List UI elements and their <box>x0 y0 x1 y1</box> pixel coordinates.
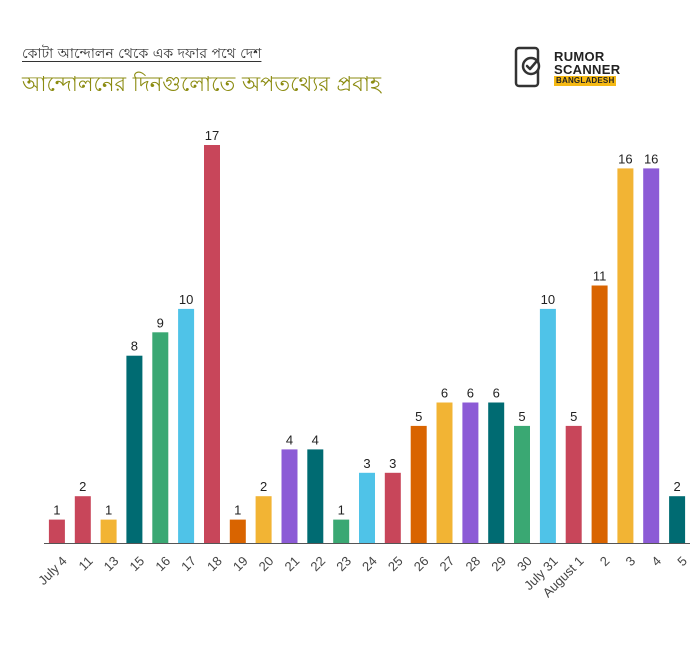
x-tick-label-6: 18 <box>204 553 225 574</box>
x-tick-label-17: 29 <box>488 553 509 574</box>
rumor-scanner-logo: RUMOR SCANNER BANGLADESH <box>514 46 624 90</box>
x-tick-label-24: 5 <box>674 553 690 569</box>
bar-21 <box>591 285 608 543</box>
x-tick-label-1: 11 <box>76 553 96 573</box>
bar-12 <box>359 472 375 543</box>
data-label-14: 5 <box>415 409 422 424</box>
data-label-22: 16 <box>618 151 632 166</box>
x-tick-label-11: 23 <box>333 553 354 574</box>
chart-title: আন্দোলনের দিনগুলোতে অপতথ্যের প্রবাহ <box>22 72 382 96</box>
bar-18 <box>514 425 530 543</box>
bar-9 <box>281 449 298 543</box>
bar-10 <box>307 449 324 543</box>
x-tick-label-3: 15 <box>126 553 147 574</box>
bar-23 <box>643 168 660 543</box>
data-label-11: 1 <box>338 503 345 518</box>
logo-text-bangladesh: BANGLADESH <box>554 76 617 86</box>
bar-19 <box>539 308 556 543</box>
bar-15 <box>436 402 453 543</box>
x-tick-label-22: 3 <box>623 553 639 569</box>
x-tick-label-14: 26 <box>411 553 432 574</box>
bar-4 <box>152 332 169 543</box>
x-tick-label-10: 22 <box>307 553 328 574</box>
x-axis-ticks: July 4 11 13 15 16 17 18 19 20 21 22 23 24 25 26 27 28 29… <box>35 553 690 600</box>
data-label-8: 2 <box>260 479 267 494</box>
x-tick-label-23: 4 <box>648 553 664 569</box>
data-label-3: 8 <box>131 339 138 354</box>
x-tick-label-5: 17 <box>178 553 199 574</box>
bar-14 <box>410 425 427 543</box>
x-tick-label-21: 2 <box>597 553 613 569</box>
data-label-4: 9 <box>157 315 164 330</box>
data-label-1: 2 <box>79 479 86 494</box>
bar-1 <box>74 496 91 543</box>
data-label-24: 2 <box>673 479 680 494</box>
bar-20 <box>565 425 582 543</box>
x-tick-label-16: 28 <box>462 553 483 574</box>
data-label-0: 1 <box>53 503 60 518</box>
x-tick-label-2: 13 <box>101 553 122 574</box>
data-label-21: 11 <box>593 269 607 284</box>
bar-8 <box>255 496 272 543</box>
bar-2 <box>100 519 117 543</box>
x-tick-label-9: 21 <box>282 553 303 574</box>
data-label-9: 4 <box>286 432 293 447</box>
data-label-2: 1 <box>105 503 112 518</box>
x-tick-label-7: 19 <box>230 553 251 574</box>
data-label-23: 16 <box>644 151 658 166</box>
data-label-12: 3 <box>363 456 370 471</box>
bar-0 <box>48 519 65 543</box>
bar-16 <box>462 402 479 543</box>
data-label-18: 5 <box>518 409 525 424</box>
data-label-13: 3 <box>389 456 396 471</box>
x-tick-label-15: 27 <box>437 553 458 574</box>
x-tick-label-8: 20 <box>256 553 277 574</box>
data-label-20: 5 <box>570 409 577 424</box>
bar-3 <box>126 355 143 543</box>
bar-24 <box>669 496 686 543</box>
x-tick-label-13: 25 <box>385 553 406 574</box>
bar-22 <box>617 168 634 543</box>
data-label-10: 4 <box>312 432 319 447</box>
data-label-7: 1 <box>234 503 241 518</box>
bars-group: 1 2 1 8 9 10 17 1 2 4 4 1 3 3 5 6 6 6 5 10 5 11 16 16 2 <box>48 128 686 543</box>
bar-7 <box>229 519 246 543</box>
logo-text-scanner: SCANNER <box>554 62 621 77</box>
phone-check-icon <box>514 46 541 88</box>
data-label-15: 6 <box>441 386 448 401</box>
chart-subtitle: কোটা আন্দোলন থেকে এক দফার পথে দেশ <box>22 46 262 62</box>
x-tick-label-4: 16 <box>152 553 173 574</box>
x-tick-label-0: July 4 <box>35 553 70 588</box>
bar-6 <box>204 145 220 543</box>
data-label-5: 10 <box>179 292 193 307</box>
data-label-19: 10 <box>541 292 555 307</box>
x-tick-label-12: 24 <box>359 553 380 574</box>
data-label-6: 17 <box>205 128 219 143</box>
bar-13 <box>384 472 401 543</box>
logo-text-rumor: RUMOR <box>554 49 605 64</box>
bar-5 <box>178 308 195 543</box>
bar-17 <box>488 402 505 543</box>
data-label-17: 6 <box>493 386 500 401</box>
bar-11 <box>333 519 350 543</box>
data-label-16: 6 <box>467 386 474 401</box>
